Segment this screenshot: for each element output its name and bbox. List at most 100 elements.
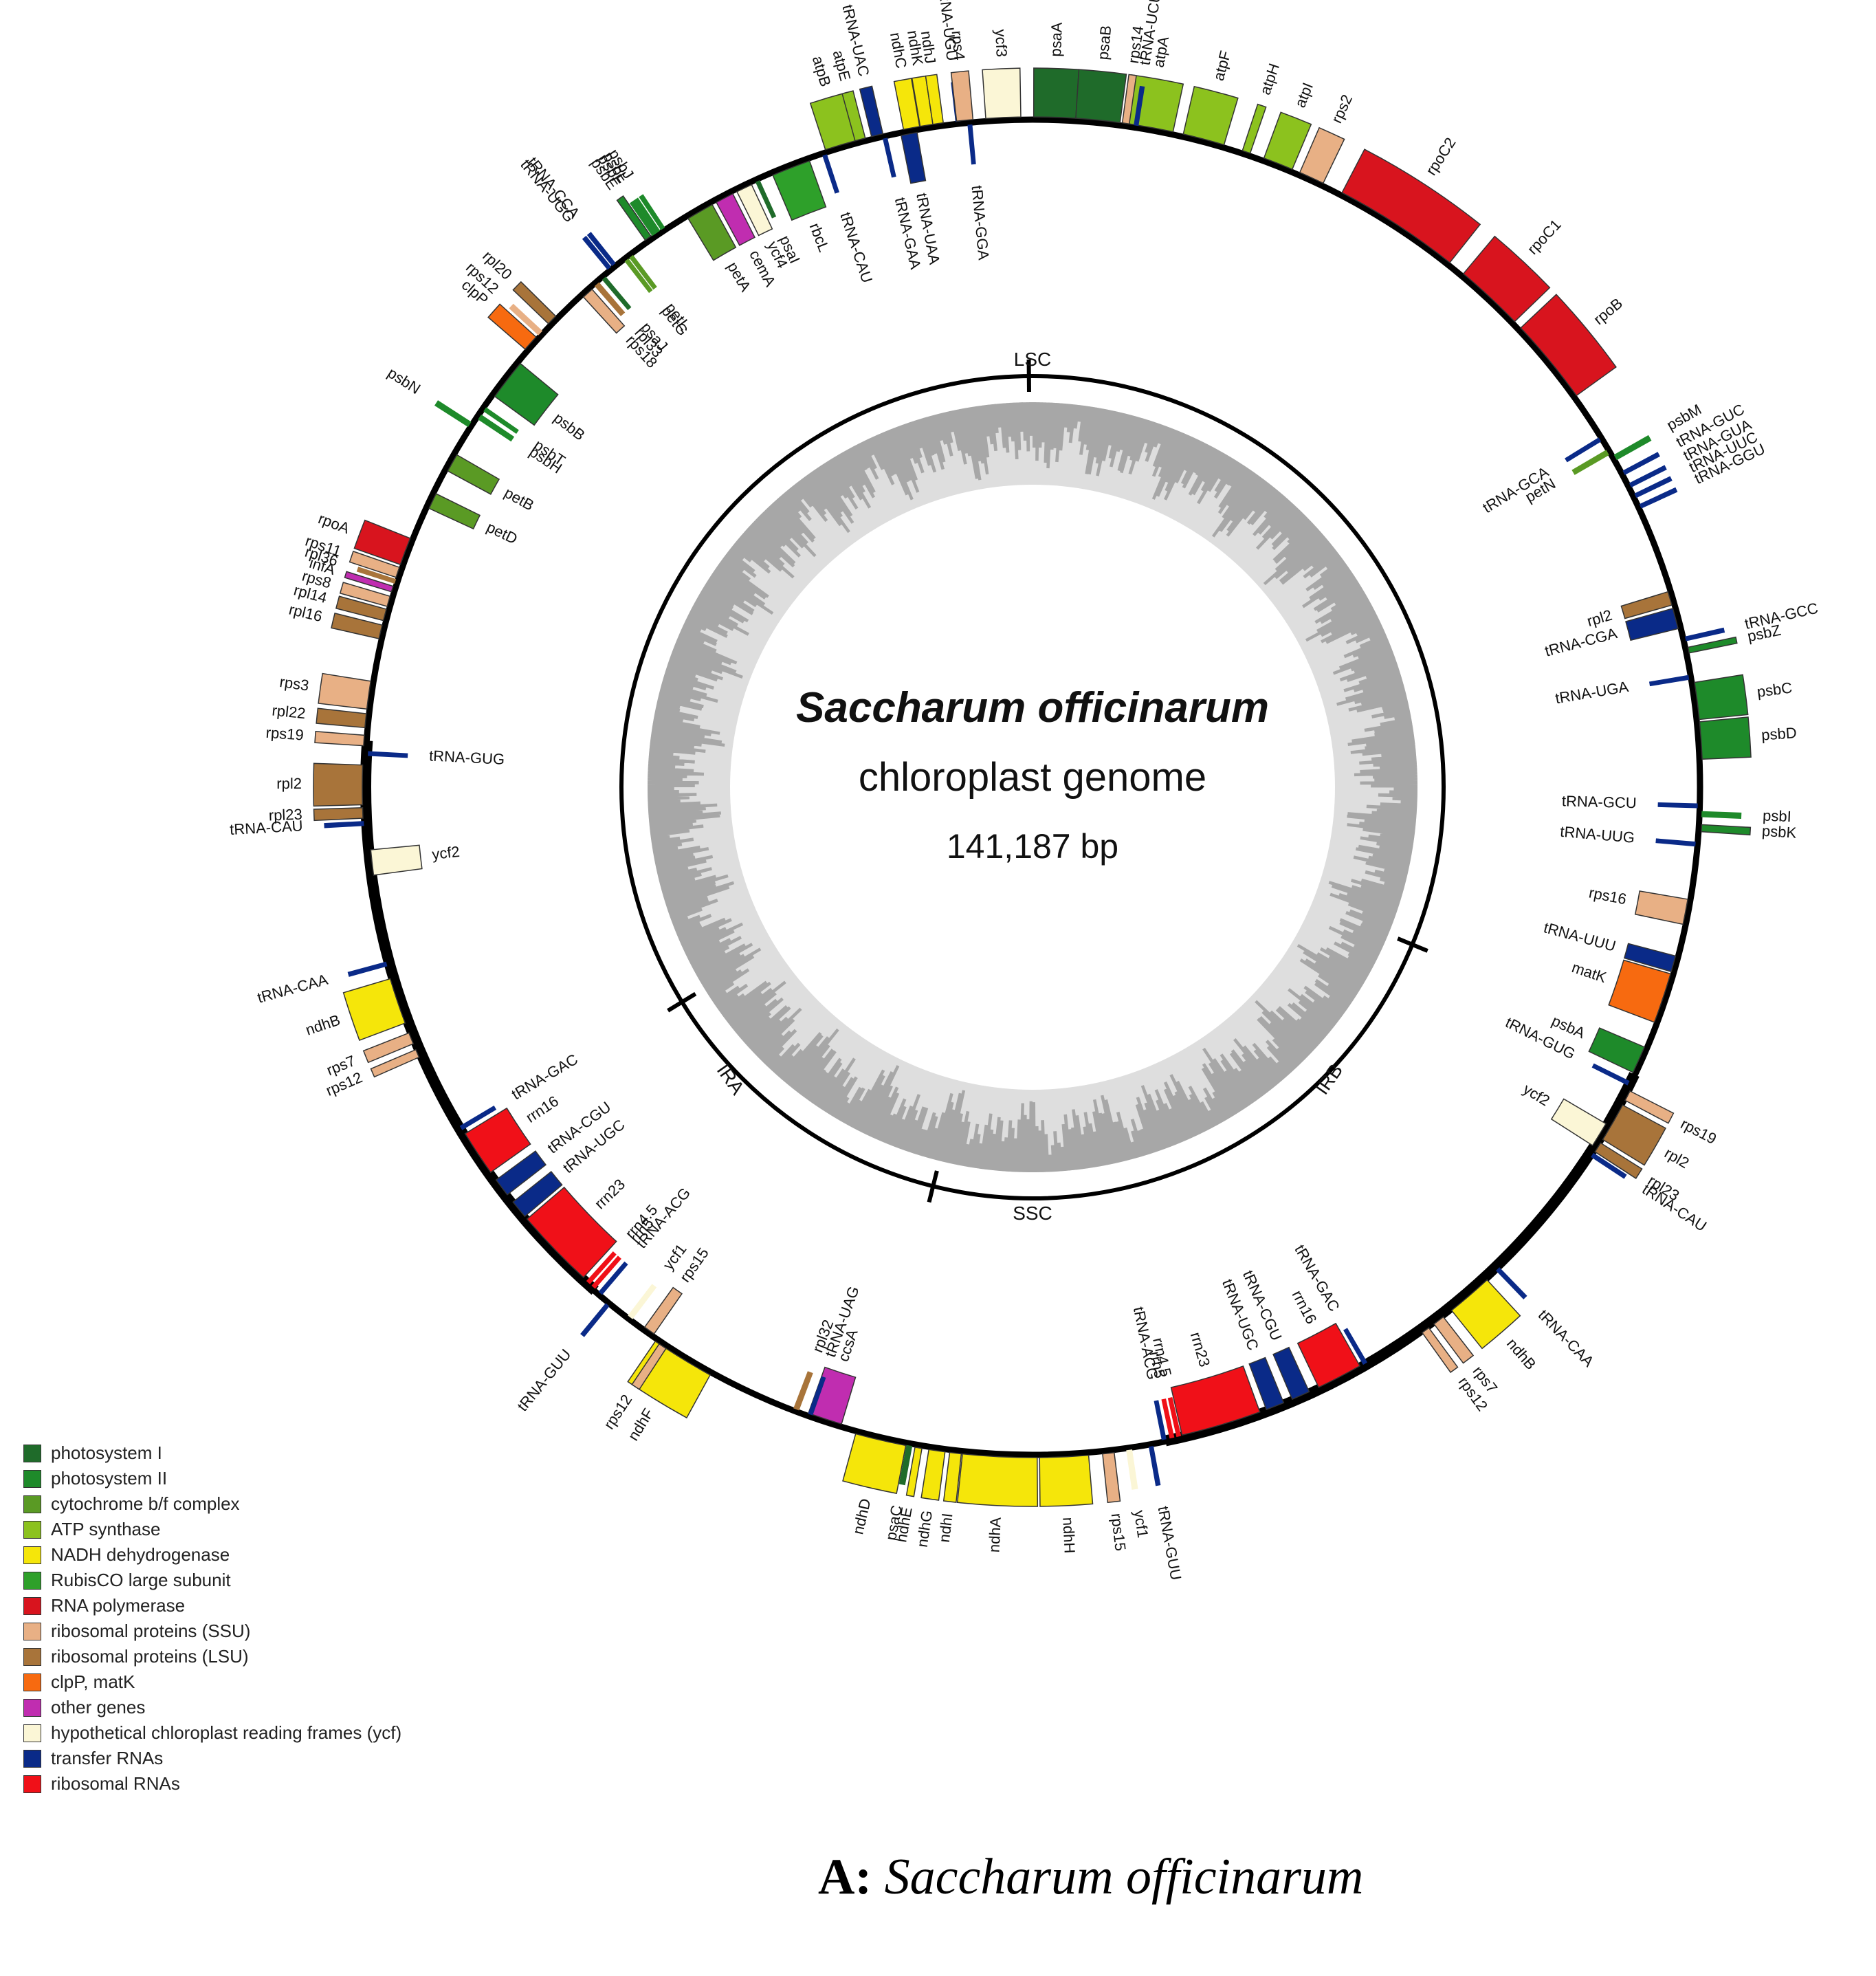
- gene-block-trna-gua: [1629, 465, 1667, 488]
- gene-label: ndhB: [303, 1011, 342, 1039]
- gene-block-atpf: [1182, 85, 1239, 146]
- gene-label: psaB: [1094, 25, 1115, 61]
- region-label-ssc: SSC: [1013, 1203, 1052, 1224]
- legend-item: ATP synthase: [23, 1517, 401, 1542]
- gene-block-rps16: [1634, 890, 1689, 925]
- gene-label: rps19: [1678, 1115, 1719, 1148]
- legend-label: hypothetical chloroplast reading frames …: [51, 1722, 402, 1743]
- gene-block-trna-acg: [1154, 1400, 1167, 1440]
- gene-block-rrn16: [464, 1107, 531, 1174]
- gene-block-ndhb: [1450, 1279, 1521, 1350]
- gene-block-rps15: [1102, 1451, 1121, 1504]
- gene-block-psab: [1075, 69, 1127, 124]
- gene-label: rpl23: [268, 806, 302, 824]
- legend-label: RubisCO large subunit: [51, 1570, 231, 1590]
- gene-label: tRNA-CAA: [256, 971, 330, 1007]
- gene-block-rps19: [1624, 1090, 1675, 1124]
- gene-block-rpob: [1520, 294, 1617, 397]
- gene-block-rpl23: [313, 807, 364, 822]
- gene-label: rpoB: [1590, 294, 1626, 328]
- gene-block-atpi: [1263, 111, 1312, 171]
- gene-label: rps3: [278, 673, 310, 694]
- gene-block-psbt: [483, 407, 519, 435]
- gene-block-ycf4: [736, 184, 773, 237]
- gene-block-psbd: [1699, 716, 1752, 760]
- gene-label: tRNA-GCU: [1562, 792, 1637, 811]
- gene-label: atpB: [809, 54, 835, 89]
- gene-block-rrn5: [1161, 1398, 1175, 1439]
- gene-label: tRNA-GAC: [509, 1051, 581, 1104]
- gene-label: matK: [1569, 958, 1609, 986]
- gene-block-rps12: [631, 1343, 667, 1390]
- legend-item: NADH dehydrogenase: [23, 1542, 401, 1568]
- gene-block-rpl33: [594, 282, 626, 316]
- legend-swatch: [23, 1596, 41, 1615]
- gene-label: rpoC1: [1524, 216, 1565, 258]
- legend-item: other genes: [23, 1695, 401, 1720]
- gene-block-psbe: [616, 195, 652, 241]
- caption-prefix: A:: [818, 1849, 885, 1905]
- gene-block-ndhj: [925, 74, 945, 125]
- gene-block-petb: [447, 454, 500, 495]
- legend-item: cytochrome b/f complex: [23, 1491, 401, 1517]
- legend-label: RNA polymerase: [51, 1595, 186, 1616]
- gene-block-rpl14: [335, 595, 387, 622]
- gene-block-rpl36: [356, 567, 397, 584]
- gene-block-ndhg: [920, 1449, 946, 1501]
- gene-label: rrn23: [1187, 1330, 1214, 1369]
- gene-block-trna-ugc: [1248, 1357, 1285, 1411]
- gene-block-rpl2: [313, 762, 364, 807]
- gene-block-trna-gaa: [883, 138, 896, 178]
- gene-block-psbb: [494, 362, 559, 426]
- gene-block-petn: [1571, 450, 1609, 475]
- gene-block-clpp: [487, 303, 537, 350]
- gene-label: tRNA-UUG: [1559, 823, 1635, 846]
- gene-block-rpl22: [316, 707, 367, 729]
- genes-layer: [313, 67, 1752, 1507]
- legend-item: ribosomal proteins (SSU): [23, 1618, 401, 1644]
- legend-item: RNA polymerase: [23, 1593, 401, 1618]
- legend-swatch: [23, 1647, 41, 1666]
- gene-block-petl: [629, 254, 657, 290]
- legend-label: ribosomal RNAs: [51, 1773, 180, 1794]
- gene-block-ycf1: [628, 1284, 657, 1319]
- gene-label: ycf2: [431, 843, 461, 863]
- gene-block-rpl32: [793, 1371, 813, 1411]
- gene-label: ycf1: [1131, 1509, 1152, 1539]
- gene-block-trna-gcc: [1685, 627, 1725, 641]
- caption-species: Saccharum officinarum: [884, 1849, 1364, 1905]
- gene-block-psbm: [1613, 435, 1652, 461]
- gene-block-rpl23: [1594, 1142, 1643, 1179]
- legend-label: cytochrome b/f complex: [51, 1493, 240, 1514]
- gene-block-petd: [428, 493, 481, 530]
- gene-block-trna-uaa: [900, 131, 927, 184]
- legend-swatch: [23, 1622, 41, 1640]
- gene-block-rps8: [339, 582, 391, 607]
- gene-label: ycf2: [1520, 1080, 1552, 1109]
- gene-label: rpoA: [316, 509, 353, 537]
- gene-label: psbI: [1763, 806, 1792, 825]
- gene-block-ndhh: [1039, 1454, 1094, 1507]
- gene-block-rps7: [362, 1032, 415, 1064]
- gene-block-rrn4-5: [1167, 1396, 1182, 1438]
- species-title: Saccharum officinarum: [796, 684, 1269, 732]
- gene-block-ndhc: [893, 78, 920, 131]
- legend-label: NADH dehydrogenase: [51, 1544, 230, 1565]
- gene-block-rbcl: [772, 160, 827, 221]
- legend-swatch: [23, 1673, 41, 1691]
- figure-caption: A: Saccharum officinarum: [818, 1848, 1363, 1907]
- gene-label: tRNA-GUU: [1155, 1505, 1185, 1581]
- gene-label: ndhB: [1503, 1335, 1539, 1373]
- gene-block-rpl20: [512, 281, 557, 325]
- legend-item: RubisCO large subunit: [23, 1568, 401, 1593]
- gene-block-ndhd: [842, 1433, 907, 1495]
- region-boundary-tick: [1397, 936, 1428, 953]
- gene-block-rpl2: [1602, 1104, 1666, 1166]
- gene-block-rrn23: [526, 1186, 617, 1279]
- gene-block-rpl2: [1620, 591, 1673, 619]
- gene-label: rpl2: [276, 775, 302, 792]
- gc-ring-inner: [730, 485, 1335, 1090]
- legend-item: hypothetical chloroplast reading frames …: [23, 1720, 401, 1746]
- legend-label: other genes: [51, 1697, 146, 1717]
